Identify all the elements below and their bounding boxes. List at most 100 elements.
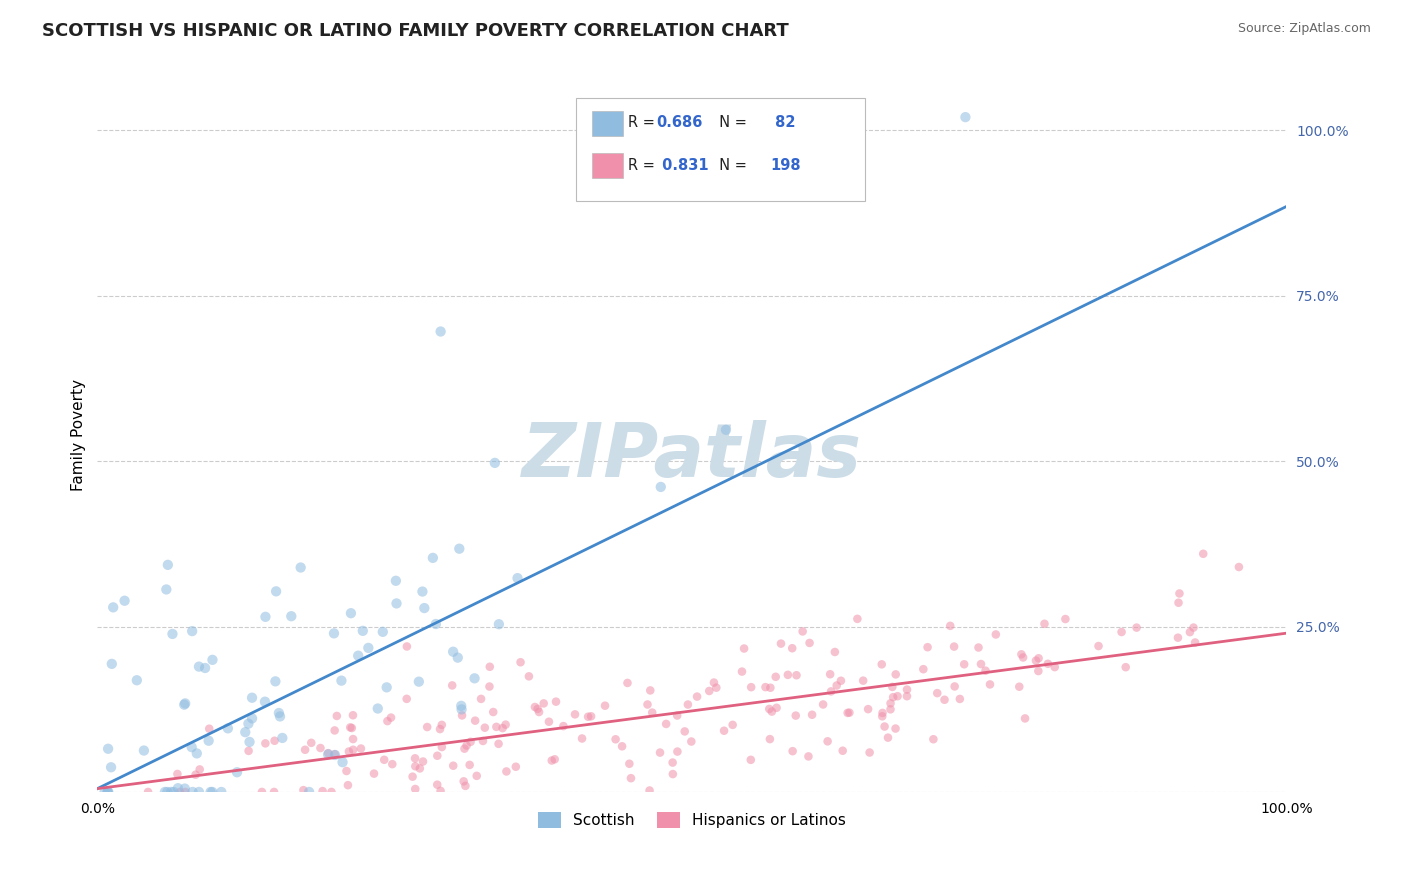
Point [650,480,672,494]
Point [765,670,787,684]
Point [792,624,814,639]
Point [330,673,353,688]
Point [103,600,125,615]
Point [740,753,762,767]
Point [385,596,408,610]
Point [471,734,494,748]
Point [339,720,361,734]
Point [686,690,709,704]
Point [197,733,219,747]
Point [676,698,699,712]
Point [441,758,464,772]
Point [156,785,179,799]
Point [870,657,893,672]
Point [188,763,211,777]
Point [886,690,908,704]
Point [173,781,195,796]
Point [226,765,249,780]
Point [97,785,120,799]
Point [782,744,804,758]
Point [917,640,939,655]
Point [250,785,273,799]
Point [350,741,373,756]
Point [877,731,900,745]
Point [470,691,492,706]
Point [101,657,124,671]
Point [188,785,211,799]
Point [326,709,349,723]
Point [321,785,343,799]
Point [453,774,475,789]
Point [309,741,332,756]
Point [820,684,842,698]
Point [371,624,394,639]
Point [181,785,204,799]
Point [316,746,339,760]
Point [655,717,678,731]
Point [974,664,997,678]
Point [638,683,661,698]
Point [831,744,853,758]
Point [817,734,839,748]
Point [456,739,478,753]
Point [373,753,395,767]
Point [485,720,508,734]
Point [1168,586,1191,600]
Point [491,721,513,735]
Point [316,747,339,762]
Point [648,746,671,760]
Point [824,645,846,659]
Point [754,680,776,694]
Point [740,680,762,694]
Point [811,698,834,712]
Legend: Scottish, Hispanics or Latinos: Scottish, Hispanics or Latinos [531,806,852,834]
Point [697,684,720,698]
Point [413,601,436,615]
Point [254,736,277,750]
Point [838,706,860,720]
Point [357,640,380,655]
Point [404,759,426,773]
Point [769,637,792,651]
Point [401,770,423,784]
Point [731,665,754,679]
Point [605,732,627,747]
Point [97,741,120,756]
Point [564,707,586,722]
Point [799,636,821,650]
Point [1028,651,1050,665]
Point [1054,612,1077,626]
Point [852,673,875,688]
Point [478,659,501,673]
Point [447,650,470,665]
Point [780,641,803,656]
Point [801,707,824,722]
Point [797,749,820,764]
Point [292,783,315,797]
Point [955,110,977,124]
Point [450,698,472,713]
Point [879,702,901,716]
Point [404,782,426,797]
Point [411,584,433,599]
Point [721,718,744,732]
Point [238,744,260,758]
Point [93,785,115,799]
Point [342,743,364,757]
Point [713,723,735,738]
Point [870,709,893,723]
Point [408,674,430,689]
Point [620,771,643,785]
Point [579,709,602,723]
Point [495,764,517,779]
Point [323,626,346,640]
Point [761,705,783,719]
Point [638,783,661,797]
Point [381,757,404,772]
Point [818,667,841,681]
Point [335,764,357,778]
Point [553,719,575,733]
Point [825,679,848,693]
Point [616,676,638,690]
Point [846,612,869,626]
